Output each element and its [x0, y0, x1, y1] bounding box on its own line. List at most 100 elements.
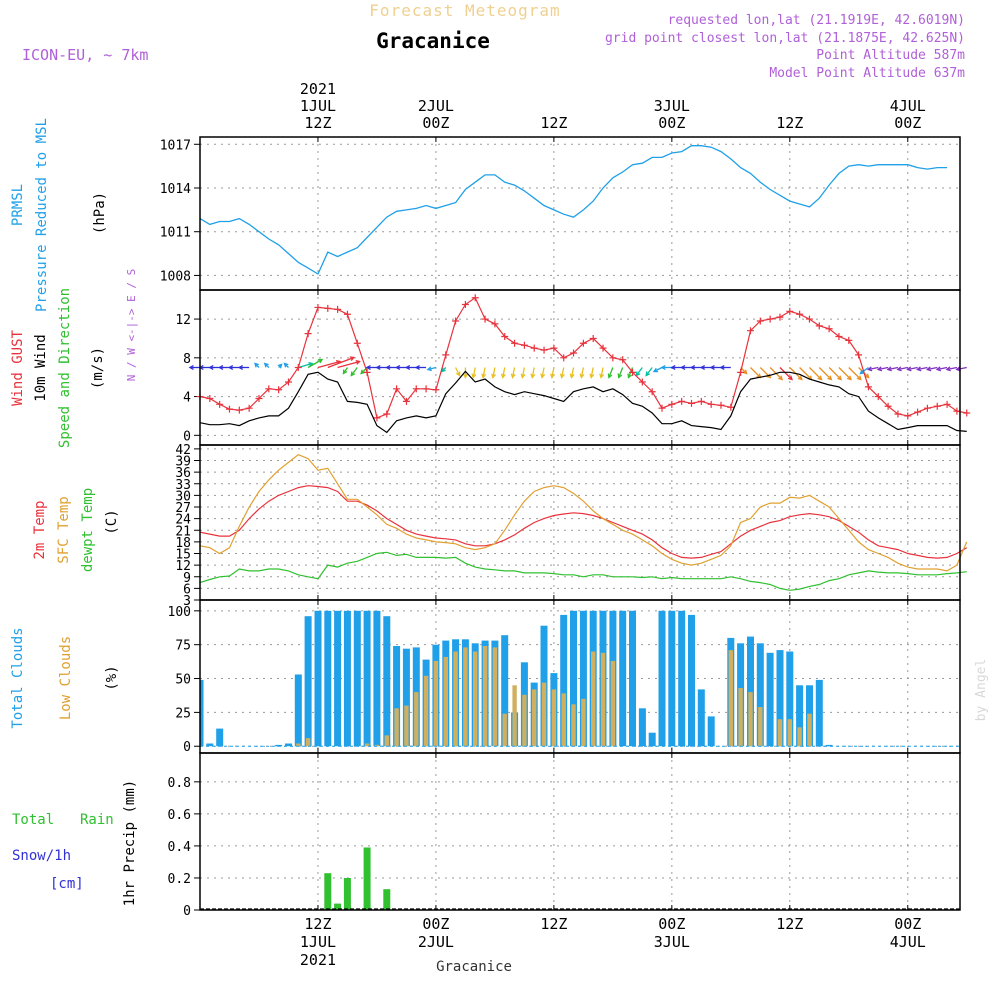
wind-unit: (m/s)	[90, 347, 106, 389]
wind-gust-marker	[943, 400, 951, 408]
wind-arrow	[828, 367, 842, 380]
precip-snow-label: Snow/1h	[12, 848, 71, 864]
wind-arrow-head	[876, 366, 883, 372]
precip-cm-label: [cm]	[50, 876, 84, 892]
wind-gust-marker	[845, 336, 853, 344]
wind-arrow-head	[530, 373, 536, 379]
wind-arrow	[917, 366, 928, 371]
model-altitude: Model Point Altitude 637m	[769, 66, 965, 81]
wind-arrow-head	[797, 375, 803, 381]
low-cloud-bar	[423, 675, 429, 747]
low-cloud-bar	[512, 685, 517, 747]
wind-arrow-head	[827, 375, 833, 381]
wind-gust-marker	[442, 351, 450, 359]
wind-gust-marker	[255, 395, 263, 402]
wind-arrow-head	[365, 365, 371, 370]
low-cloud-bar	[433, 660, 439, 747]
wind-arrow-head	[440, 367, 446, 373]
wind-gust-marker	[776, 313, 784, 321]
low-cloud-bar	[305, 738, 311, 747]
wind-gust-marker	[737, 368, 745, 376]
wind-arrow	[956, 366, 967, 371]
wind-gust-marker	[796, 310, 804, 318]
y-tick-label: 21	[175, 524, 191, 539]
pressure-label-1: PRMSL	[10, 184, 26, 226]
time-label-top: 4JUL	[890, 97, 926, 115]
y-tick-label: 39	[175, 455, 191, 470]
wind-arrow-head	[617, 373, 623, 379]
time-label-top: 12Z	[776, 114, 803, 132]
temp-dewpt-label: dewpt Temp	[80, 488, 96, 572]
time-label-top: 00Z	[658, 114, 685, 132]
wind-arrow	[482, 367, 486, 378]
wind-arrow-head	[886, 366, 892, 372]
subtitle: Forecast Meteogram	[369, 1, 560, 20]
wind-gust-marker	[373, 414, 381, 422]
y-tick-label: 24	[175, 513, 191, 528]
wind-arrow-head	[856, 375, 862, 381]
y-tick-label: 0.8	[168, 776, 191, 791]
total-cloud-bar	[697, 689, 705, 747]
wind-arrow-head	[916, 366, 922, 372]
wind-arrow-head	[864, 373, 870, 379]
y-tick-label: 1017	[160, 138, 191, 153]
total-cloud-bar	[216, 728, 224, 747]
wind-gust-marker	[707, 400, 715, 408]
wind-arrow	[848, 367, 862, 380]
wind-gust-marker	[206, 395, 214, 402]
wind-arrow-head	[569, 373, 575, 379]
wind-arrow	[502, 367, 506, 378]
wind-arrow-head	[491, 373, 496, 379]
precip-total-label: Total	[12, 812, 54, 828]
wind-arrow-head	[787, 375, 793, 381]
wind-gust-marker	[353, 339, 361, 347]
total-cloud-bar	[373, 610, 381, 747]
total-cloud-bar	[275, 744, 283, 747]
time-label-bottom: 00Z	[422, 915, 449, 933]
wind-arrow-head	[395, 365, 401, 370]
low-cloud-bar	[532, 689, 537, 747]
y-tick-label: 25	[175, 706, 191, 721]
wind-arrow-head	[652, 367, 659, 373]
wind-arrow-head	[481, 373, 487, 379]
total-cloud-bar	[383, 616, 391, 747]
y-tick-label: 4	[183, 391, 191, 406]
wind-gust-marker	[629, 368, 637, 376]
total-cloud-bar	[825, 744, 833, 747]
low-cloud-bar	[728, 650, 733, 747]
wind-arrow-head	[945, 366, 951, 372]
time-label-bottom: 12Z	[304, 915, 331, 933]
wind-arrow-head	[709, 365, 715, 370]
total-cloud-bar	[815, 679, 823, 747]
wind-arrow-head	[559, 373, 565, 379]
wind-gust-marker	[304, 330, 312, 338]
total-cloud-bar	[776, 650, 784, 747]
total-cloud-bar	[668, 610, 676, 747]
low-cloud-bar	[502, 713, 507, 747]
low-cloud-bar	[492, 647, 498, 747]
wind-arrow	[492, 367, 496, 378]
total-cloud-bar	[619, 610, 627, 747]
y-tick-label: 50	[175, 673, 191, 688]
y-tick-label: 0	[183, 904, 191, 919]
wind-arrow	[608, 367, 614, 378]
wind-gust-marker	[481, 315, 489, 323]
wind-gust-marker	[963, 409, 971, 417]
wind-arrow-head	[837, 375, 843, 381]
wind-arrow-head	[349, 356, 356, 362]
wind-arrow	[868, 366, 879, 371]
wind-arrow-head	[404, 365, 411, 370]
y-tick-label: 0	[183, 429, 191, 444]
wind-gust-marker	[245, 404, 253, 412]
temp-sfc-label: SFC Temp	[56, 496, 72, 563]
time-label-top: 12Z	[540, 114, 567, 132]
total-cloud-bar	[294, 674, 302, 747]
wind-gust-marker	[471, 294, 479, 302]
rain-bar	[334, 903, 342, 910]
wind-gust-label: Wind GUST	[10, 330, 26, 406]
total-cloud-bar	[501, 635, 509, 747]
wind-arrow	[907, 366, 918, 371]
total-cloud-bar	[766, 652, 774, 747]
wind-gust-marker	[766, 315, 774, 323]
